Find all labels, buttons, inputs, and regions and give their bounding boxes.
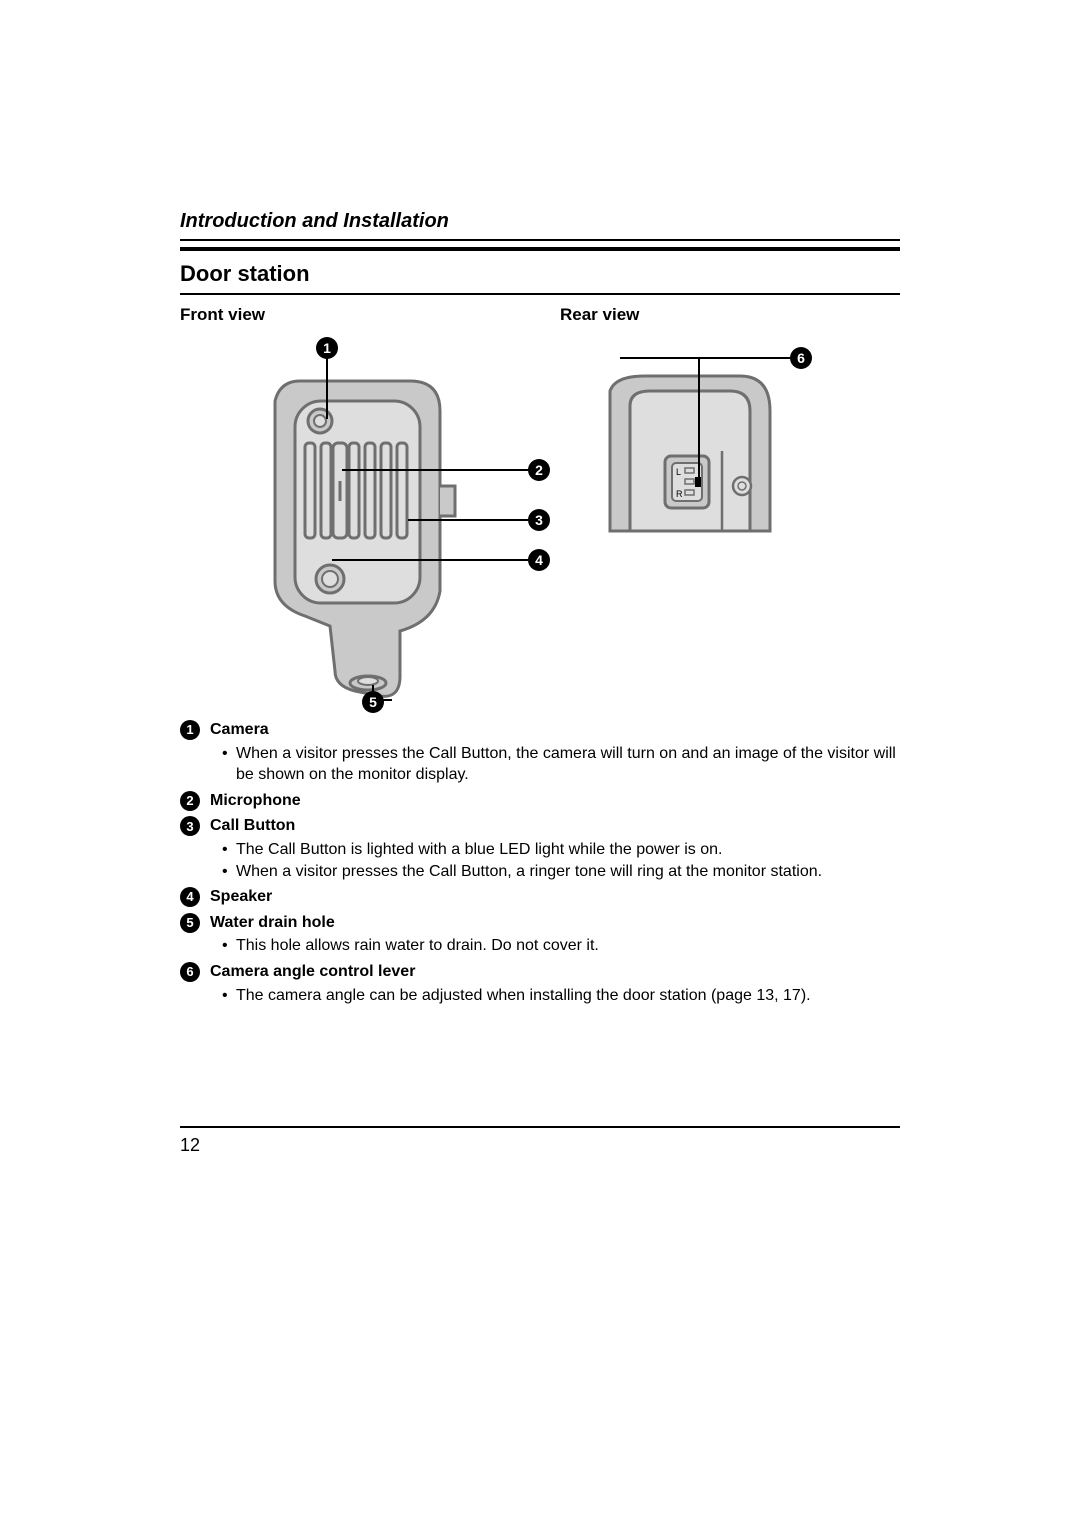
chapter-title: Introduction and Installation: [180, 210, 900, 239]
rear-view-diagram: L R 6: [590, 341, 830, 541]
header-rule-2: [180, 247, 900, 251]
callout-2: 2: [528, 459, 550, 481]
door-station-front-icon: [260, 371, 470, 701]
desc-bullet-text: When a visitor presses the Call Button, …: [236, 743, 900, 786]
desc-item-4: 4 Speaker: [180, 886, 900, 908]
desc-badge-5: 5: [180, 913, 200, 933]
desc-label-3: Call Button: [210, 815, 295, 837]
section-rule: [180, 293, 900, 295]
callout-1: 1: [316, 337, 338, 359]
desc-bullet-text: The camera angle can be adjusted when in…: [236, 985, 811, 1007]
desc-badge-3: 3: [180, 816, 200, 836]
front-view-label: Front view: [180, 305, 560, 325]
callout-4: 4: [528, 549, 550, 571]
desc-label-2: Microphone: [210, 790, 301, 812]
desc-bullet-text: The Call Button is lighted with a blue L…: [236, 839, 722, 861]
front-view-column: Front view: [180, 305, 560, 701]
desc-badge-4: 4: [180, 887, 200, 907]
callout-6: 6: [790, 347, 812, 369]
desc-item-1: 1 Camera: [180, 719, 900, 741]
callout-5: 5: [362, 691, 384, 713]
section-title: Door station: [180, 261, 900, 287]
desc-bullets-3: •The Call Button is lighted with a blue …: [222, 839, 900, 882]
callout-3: 3: [528, 509, 550, 531]
desc-bullet-text: This hole allows rain water to drain. Do…: [236, 935, 599, 957]
front-view-diagram: 1 2 3 4 5: [260, 341, 560, 701]
desc-badge-2: 2: [180, 791, 200, 811]
desc-bullets-6: •The camera angle can be adjusted when i…: [222, 985, 900, 1007]
manual-page: Introduction and Installation Door stati…: [0, 0, 1080, 1528]
desc-bullets-5: •This hole allows rain water to drain. D…: [222, 935, 900, 957]
desc-badge-6: 6: [180, 962, 200, 982]
rear-view-column: Rear view L R: [560, 305, 900, 701]
views-row: Front view: [180, 305, 900, 701]
desc-item-3: 3 Call Button: [180, 815, 900, 837]
desc-label-4: Speaker: [210, 886, 272, 908]
desc-label-1: Camera: [210, 719, 269, 741]
footer-rule: [180, 1126, 900, 1128]
callout-descriptions: 1 Camera •When a visitor presses the Cal…: [180, 719, 900, 1006]
desc-bullets-1: •When a visitor presses the Call Button,…: [222, 743, 900, 786]
svg-text:L: L: [676, 467, 681, 477]
desc-item-2: 2 Microphone: [180, 790, 900, 812]
desc-label-6: Camera angle control lever: [210, 961, 415, 983]
door-station-rear-icon: L R: [590, 371, 780, 541]
desc-item-5: 5 Water drain hole: [180, 912, 900, 934]
desc-label-5: Water drain hole: [210, 912, 335, 934]
svg-text:R: R: [676, 489, 683, 499]
rear-view-label: Rear view: [560, 305, 900, 325]
desc-badge-1: 1: [180, 720, 200, 740]
page-number: 12: [180, 1135, 200, 1156]
desc-bullet-text: When a visitor presses the Call Button, …: [236, 861, 822, 883]
desc-item-6: 6 Camera angle control lever: [180, 961, 900, 983]
